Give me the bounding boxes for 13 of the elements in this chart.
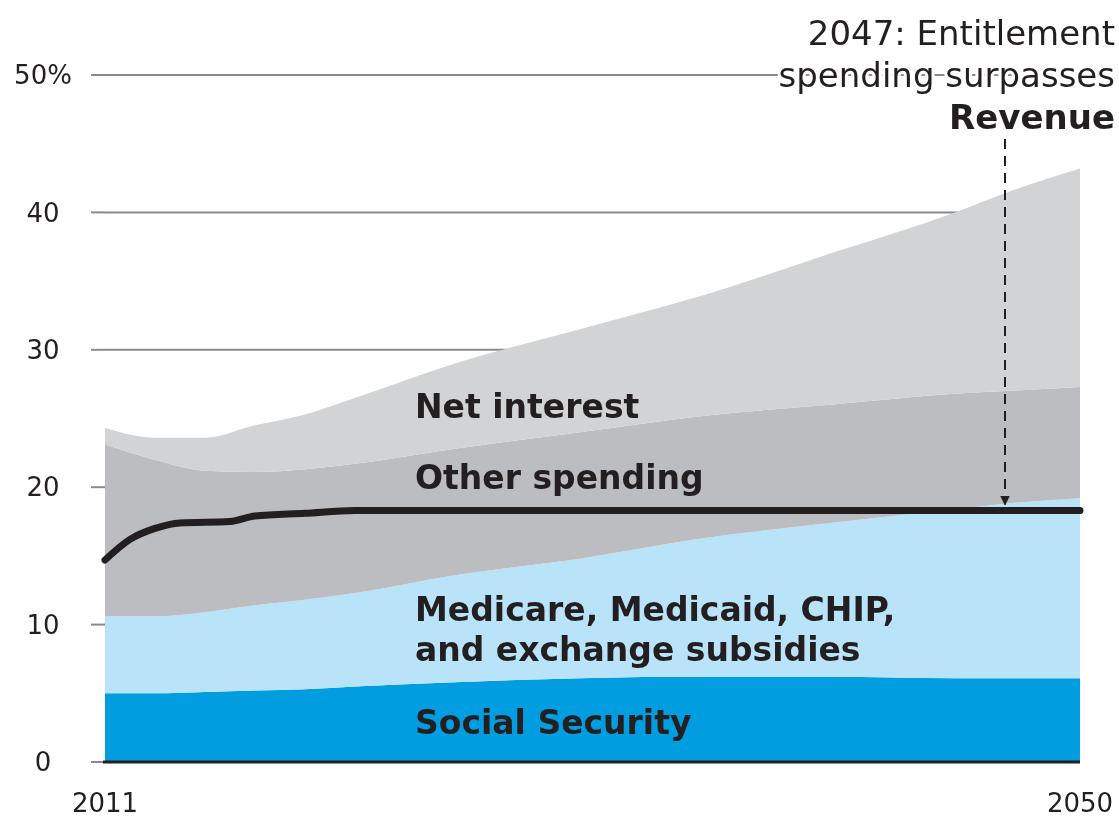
y-tick-label: 20 xyxy=(26,472,60,503)
x-tick-label: 2011 xyxy=(71,788,139,818)
series-label: Social Security xyxy=(415,703,692,743)
series-label: Medicare, Medicaid, CHIP, and exchange subsidies xyxy=(415,589,896,669)
x-tick-label: 2050 xyxy=(1046,788,1114,818)
series-label: Other spending xyxy=(415,457,704,497)
y-tick-label: 30 xyxy=(26,334,60,365)
y-tick-label: 50% xyxy=(14,60,72,91)
y-tick-label: 0 xyxy=(34,747,52,778)
y-tick-label: 10 xyxy=(26,609,60,640)
ref-line-label: 2047: Entitlement spending surpasses Revenue xyxy=(778,13,1115,137)
y-tick-label: 40 xyxy=(26,197,60,228)
series-label: Net interest xyxy=(415,387,640,427)
